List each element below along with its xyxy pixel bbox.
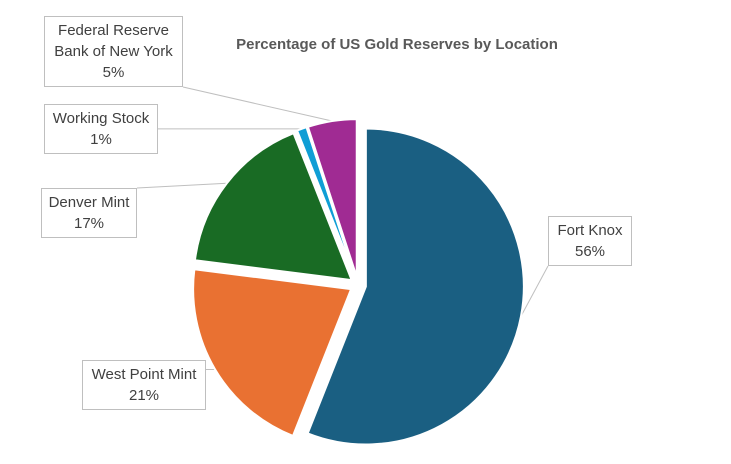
label-name: Denver Mint — [48, 194, 130, 211]
chart-title: Percentage of US Gold Reserves by Locati… — [236, 36, 558, 53]
leader-line — [182, 86, 333, 122]
label-value: 56% — [574, 243, 606, 260]
data-label: West Point Mint 21% — [82, 360, 206, 410]
label-value: 1% — [90, 131, 112, 148]
label-name: Federal Reserve Bank of New York — [54, 22, 173, 60]
leader-line — [520, 265, 549, 317]
label-value: 5% — [102, 64, 125, 81]
pie-slice — [192, 268, 353, 438]
data-label: Federal Reserve Bank of New York 5% — [44, 16, 183, 87]
pie-slice — [306, 127, 525, 446]
label-name: Working Stock — [52, 110, 150, 127]
label-name: Fort Knox — [557, 222, 623, 239]
label-name: West Point Mint — [91, 366, 197, 383]
label-value: 21% — [128, 387, 160, 404]
data-label: Working Stock 1% — [44, 104, 158, 154]
label-value: 17% — [73, 215, 105, 232]
pie-slice — [193, 131, 354, 282]
pie-slice — [295, 125, 357, 278]
data-label: Denver Mint 17% — [41, 188, 137, 238]
leader-line — [136, 182, 227, 189]
pie-slice — [306, 118, 358, 278]
data-label: Fort Knox 56% — [548, 216, 632, 266]
